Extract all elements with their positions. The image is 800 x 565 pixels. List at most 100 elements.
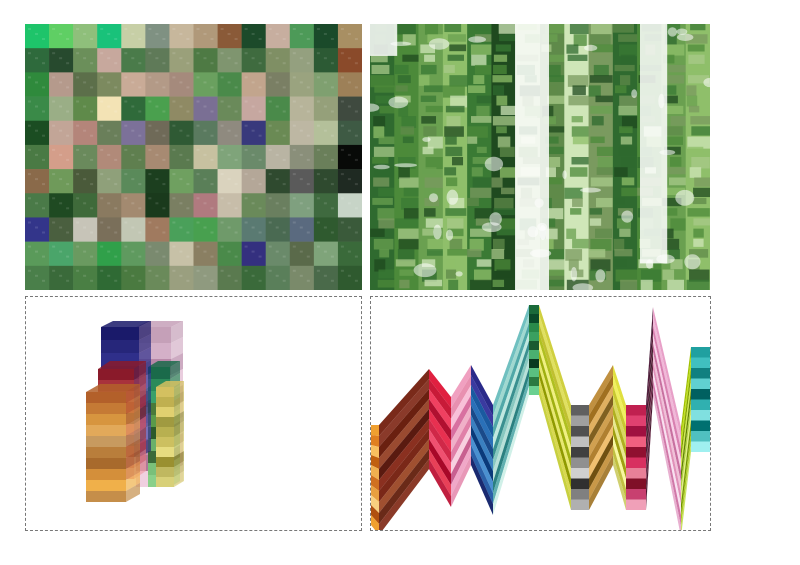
tile-texture [283, 280, 286, 282]
grid-tile [97, 97, 121, 121]
mosaic-patch [370, 229, 384, 237]
tile-texture [197, 52, 200, 54]
grid-tile [242, 121, 266, 145]
tile-texture [348, 57, 351, 59]
grid-tile [338, 145, 362, 169]
tile-texture [179, 57, 182, 59]
tile-texture [221, 222, 224, 224]
grid-tile [290, 169, 314, 193]
mosaic-patch [566, 44, 578, 53]
tile-texture [324, 202, 327, 204]
tile-texture [162, 207, 165, 209]
tile-texture [148, 270, 151, 272]
tile-texture [148, 197, 151, 199]
grid-tile [49, 145, 73, 169]
tile-texture [28, 173, 31, 175]
column-segment [156, 427, 174, 437]
mosaic-patch [590, 239, 611, 251]
mosaic-patch [378, 188, 394, 197]
tile-texture [197, 149, 200, 151]
mosaic-patch [396, 24, 416, 34]
tile-texture [204, 251, 207, 253]
mosaic-patch [425, 24, 438, 35]
tile-texture [317, 52, 320, 54]
tile-texture [259, 183, 262, 185]
mosaic-patch [615, 198, 625, 204]
tile-texture [293, 270, 296, 272]
tile-texture [76, 125, 79, 127]
tile-texture [162, 159, 165, 161]
mosaic-patch [572, 198, 583, 207]
mosaic-patch [398, 167, 409, 179]
tile-texture [148, 76, 151, 78]
ribbon-stripe [691, 358, 710, 369]
grid-tile [266, 24, 290, 48]
tile-texture [28, 270, 31, 272]
mosaic-patch [493, 280, 504, 287]
grid-tile [121, 217, 145, 241]
tile-texture [211, 232, 214, 234]
tile-texture [276, 81, 279, 83]
ribbon-stripe [691, 410, 710, 421]
tile-texture [355, 183, 358, 185]
mosaic-cloud [584, 45, 597, 51]
tile-texture [211, 111, 214, 113]
tile-texture [59, 57, 62, 59]
tile-texture [283, 232, 286, 234]
grid-tile [314, 145, 338, 169]
tile-texture [76, 197, 79, 199]
mosaic-cloud [429, 193, 438, 202]
tile-texture [211, 135, 214, 137]
tile-texture [42, 232, 45, 234]
mosaic-patch [467, 249, 481, 257]
tile-texture [235, 159, 238, 161]
tile-texture [59, 251, 62, 253]
tile-texture [331, 207, 334, 209]
tile-texture [341, 28, 344, 30]
tile-texture [197, 28, 200, 30]
tile-texture [90, 256, 93, 258]
tile-texture [283, 111, 286, 113]
tile-texture [245, 76, 248, 78]
tile-texture [114, 280, 117, 282]
tile-texture [259, 86, 262, 88]
tile-texture [42, 280, 45, 282]
column-segment [156, 387, 174, 397]
mosaic-patch [396, 85, 408, 91]
tile-texture [179, 251, 182, 253]
tile-texture [138, 86, 141, 88]
ribbon-stripe [691, 347, 710, 358]
tile-texture [107, 202, 110, 204]
tile-texture [331, 232, 334, 234]
tile-texture [204, 202, 207, 204]
tile-texture [348, 202, 351, 204]
tile-texture [221, 197, 224, 199]
tile-texture [52, 222, 55, 224]
grid-tile [218, 266, 242, 290]
tile-texture [269, 197, 272, 199]
grid-tile [73, 242, 97, 266]
tile-texture [172, 28, 175, 30]
tile-texture [124, 28, 127, 30]
mosaic-patch [423, 147, 434, 154]
tile-texture [307, 135, 310, 137]
tile-texture [148, 101, 151, 103]
tile-texture [35, 251, 38, 253]
tile-texture [293, 76, 296, 78]
stacked-columns-image [26, 297, 361, 530]
tile-texture [307, 232, 310, 234]
column-segment [156, 457, 174, 467]
tile-texture [245, 28, 248, 30]
tile-texture [179, 154, 182, 156]
column-segment [101, 327, 139, 340]
grid-tile [97, 72, 121, 96]
tile-texture [341, 197, 344, 199]
tile-texture [331, 159, 334, 161]
mosaic-patch [419, 75, 430, 86]
mosaic-patch [452, 157, 463, 165]
mosaic-cloud [537, 223, 547, 231]
ribbon-stripe [529, 359, 539, 368]
column-segment [86, 447, 126, 458]
tile-texture [211, 280, 214, 282]
mosaic-patch [444, 126, 464, 136]
